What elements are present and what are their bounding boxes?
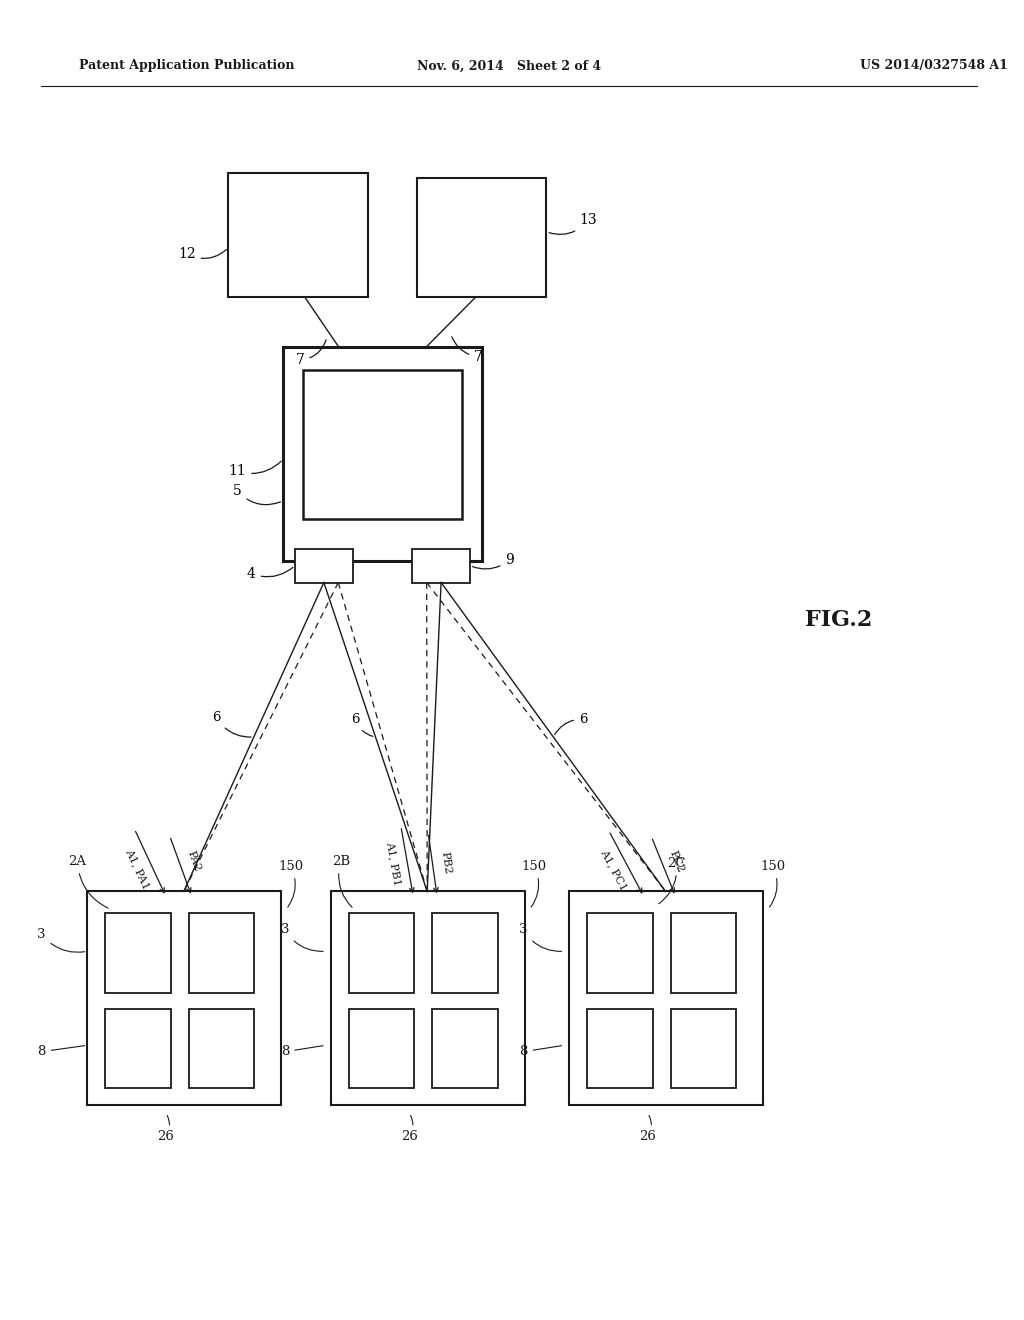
Bar <box>188 1008 254 1088</box>
Text: 5: 5 <box>233 484 281 504</box>
Text: 2A: 2A <box>69 855 109 908</box>
Text: 7: 7 <box>452 337 483 364</box>
Bar <box>417 178 547 297</box>
Bar <box>105 1008 171 1088</box>
Text: 2B: 2B <box>332 855 352 907</box>
Text: 8: 8 <box>281 1045 324 1059</box>
Text: Nov. 6, 2014   Sheet 2 of 4: Nov. 6, 2014 Sheet 2 of 4 <box>417 59 601 73</box>
Bar <box>228 173 368 297</box>
Text: PC2: PC2 <box>668 849 685 874</box>
Text: A1, PC1: A1, PC1 <box>599 847 629 892</box>
Text: 9: 9 <box>472 553 514 569</box>
Bar <box>283 347 482 561</box>
Bar <box>432 913 498 993</box>
Bar <box>587 913 652 993</box>
Text: 6: 6 <box>555 713 588 735</box>
Text: 3: 3 <box>281 924 324 952</box>
Bar <box>303 370 462 519</box>
Text: 2C: 2C <box>658 857 685 904</box>
Text: Patent Application Publication: Patent Application Publication <box>80 59 295 73</box>
Text: 4: 4 <box>247 566 293 581</box>
Text: PA2: PA2 <box>185 850 202 874</box>
Bar <box>432 1008 498 1088</box>
Bar <box>87 891 282 1105</box>
Bar <box>349 1008 415 1088</box>
Bar <box>671 913 736 993</box>
Bar <box>671 1008 736 1088</box>
Text: 150: 150 <box>761 861 785 907</box>
Text: A1, PA1: A1, PA1 <box>124 846 152 891</box>
Text: 150: 150 <box>279 861 304 907</box>
Bar <box>331 891 524 1105</box>
Text: 12: 12 <box>178 247 226 261</box>
Text: 11: 11 <box>228 461 282 478</box>
Text: FIG.2: FIG.2 <box>805 610 872 631</box>
Text: 7: 7 <box>296 339 326 367</box>
Text: 26: 26 <box>639 1115 656 1143</box>
Text: 6: 6 <box>212 710 251 737</box>
Text: US 2014/0327548 A1: US 2014/0327548 A1 <box>860 59 1008 73</box>
Bar <box>188 913 254 993</box>
Bar <box>295 549 352 582</box>
Text: A1, PB1: A1, PB1 <box>385 841 402 887</box>
Text: PB2: PB2 <box>440 850 453 874</box>
Bar <box>569 891 763 1105</box>
Bar <box>349 913 415 993</box>
Text: 6: 6 <box>351 713 373 737</box>
Text: 8: 8 <box>38 1045 85 1059</box>
Bar <box>105 913 171 993</box>
Bar <box>413 549 470 582</box>
Text: 150: 150 <box>522 861 547 907</box>
Text: 3: 3 <box>519 924 561 952</box>
Text: 13: 13 <box>549 213 597 235</box>
Text: 3: 3 <box>38 928 85 952</box>
Text: 26: 26 <box>400 1115 418 1143</box>
Text: 26: 26 <box>158 1115 174 1143</box>
Bar <box>587 1008 652 1088</box>
Text: 8: 8 <box>519 1045 561 1059</box>
